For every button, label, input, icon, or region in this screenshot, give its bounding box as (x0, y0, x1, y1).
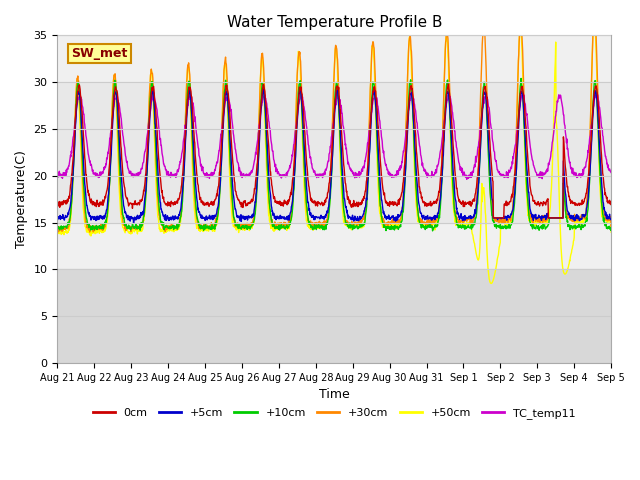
Bar (58, 82, 611, 223)
Bar (58, 269, 611, 363)
Text: SW_met: SW_met (71, 47, 127, 60)
Legend: 0cm, +5cm, +10cm, +30cm, +50cm, TC_temp11: 0cm, +5cm, +10cm, +30cm, +50cm, TC_temp1… (88, 403, 580, 423)
Y-axis label: Temperature(C): Temperature(C) (15, 150, 28, 248)
X-axis label: Time: Time (319, 388, 349, 401)
Title: Water Temperature Profile B: Water Temperature Profile B (227, 15, 442, 30)
